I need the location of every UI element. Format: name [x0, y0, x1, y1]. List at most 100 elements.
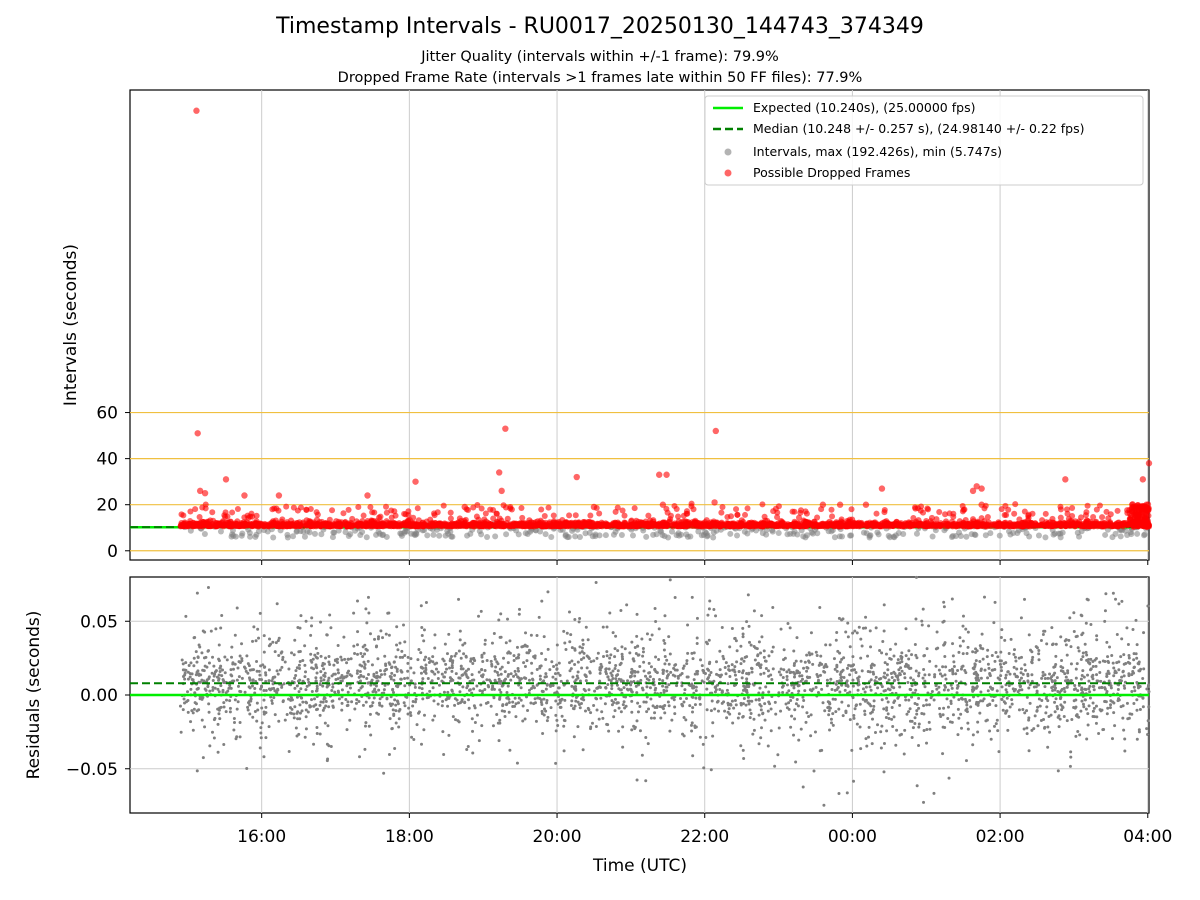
residual-point: [645, 677, 649, 681]
residual-point: [445, 652, 449, 656]
residual-point: [297, 663, 301, 667]
residual-point: [988, 672, 992, 676]
interval-point: [734, 532, 741, 539]
residual-point: [211, 679, 215, 683]
residual-point: [869, 678, 873, 682]
dropped-frame-point: [1093, 506, 1100, 513]
interval-point: [576, 534, 583, 541]
residual-point: [504, 641, 508, 645]
residual-point: [350, 700, 354, 704]
residual-point: [223, 655, 227, 659]
dropped-frame-point: [803, 510, 810, 517]
dropped-frame-point: [1025, 521, 1032, 528]
dropped-frame-point: [663, 471, 670, 478]
interval-point: [848, 532, 855, 539]
residual-point: [1094, 721, 1098, 725]
dropped-frame-point: [364, 492, 371, 499]
residual-point: [293, 705, 297, 709]
dropped-frame-point: [797, 507, 804, 514]
residual-point: [290, 651, 294, 655]
residual-point: [762, 655, 766, 659]
residual-point: [403, 640, 407, 644]
residual-point: [1041, 633, 1045, 637]
residual-point: [785, 683, 789, 687]
residual-point: [739, 644, 743, 648]
residual-point: [1081, 669, 1085, 673]
residual-point: [986, 689, 990, 693]
dropped-frame-point: [419, 522, 426, 529]
dropped-frame-point: [1139, 476, 1147, 483]
dropped-frame-point: [475, 516, 482, 523]
residual-point: [1005, 696, 1009, 700]
residual-point: [611, 631, 615, 635]
residual-point: [769, 707, 773, 711]
residual-point: [943, 726, 947, 730]
residual-point: [708, 660, 712, 664]
residual-point: [268, 637, 272, 641]
residual-point: [678, 673, 682, 677]
residual-point: [1043, 685, 1047, 689]
residual-point: [340, 658, 344, 662]
residual-point: [710, 699, 714, 703]
residual-point: [1119, 679, 1123, 683]
interval-point: [957, 533, 964, 540]
residual-point: [943, 655, 947, 659]
residual-point: [419, 651, 423, 655]
residual-point: [850, 748, 854, 752]
residual-point: [1040, 699, 1044, 703]
residual-point: [630, 699, 634, 703]
residual-point: [725, 716, 729, 720]
dropped-frame-point: [1001, 522, 1008, 529]
residual-point: [428, 689, 432, 693]
intervals-y-tick-label: 40: [96, 450, 118, 470]
residual-point: [257, 669, 261, 673]
residual-point: [662, 639, 666, 643]
residual-point: [394, 721, 398, 725]
residual-point: [665, 689, 669, 693]
residual-point: [965, 652, 969, 656]
residual-point: [828, 643, 832, 647]
residual-point: [925, 647, 929, 651]
dropped-frame-point: [732, 521, 739, 528]
residual-point: [924, 698, 928, 702]
residual-point: [730, 699, 734, 703]
residual-point: [555, 643, 559, 647]
residual-point: [422, 628, 426, 632]
residual-point: [685, 659, 689, 663]
residual-point: [777, 726, 781, 730]
residual-point: [694, 696, 698, 700]
interval-point: [201, 530, 208, 537]
interval-point: [484, 533, 491, 540]
residual-point: [383, 672, 387, 676]
interval-point: [629, 532, 636, 539]
dropped-frame-point: [631, 505, 638, 512]
dropped-frame-point: [961, 506, 968, 513]
residual-point: [540, 651, 544, 655]
residual-point: [431, 718, 435, 722]
residual-point: [310, 616, 314, 620]
residual-point: [346, 700, 350, 704]
dropped-frame-point: [296, 519, 303, 526]
residual-point: [837, 616, 841, 620]
residual-point: [325, 633, 329, 637]
dropped-frame-point: [633, 522, 640, 529]
residual-point: [942, 600, 946, 604]
residual-point: [794, 702, 798, 706]
residual-point: [264, 736, 268, 740]
residual-point: [838, 660, 842, 664]
residual-point: [224, 710, 228, 714]
residual-point: [1027, 718, 1031, 722]
residual-point: [555, 718, 559, 722]
residual-point: [509, 678, 513, 682]
residual-point: [517, 696, 521, 700]
residual-point: [589, 727, 593, 731]
interval-point: [363, 534, 370, 541]
residual-point: [1027, 686, 1031, 690]
residual-point: [594, 725, 598, 729]
residual-point: [221, 688, 225, 692]
dropped-frame-point: [413, 521, 420, 528]
residual-point: [855, 722, 859, 726]
interval-point: [255, 528, 262, 535]
residual-point: [930, 689, 934, 693]
residual-point: [1094, 704, 1098, 708]
